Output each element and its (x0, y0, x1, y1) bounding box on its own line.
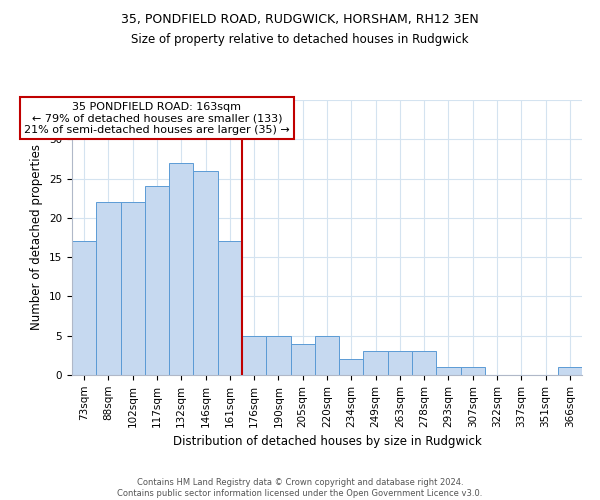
Bar (412, 352, 436, 375)
Text: 35 PONDFIELD ROAD: 163sqm
← 79% of detached houses are smaller (133)
21% of semi: 35 PONDFIELD ROAD: 163sqm ← 79% of detac… (24, 102, 290, 135)
Bar (169, 163, 193, 375)
Bar (461, 367, 485, 375)
Bar (121, 202, 145, 375)
X-axis label: Distribution of detached houses by size in Rudgwick: Distribution of detached houses by size … (173, 435, 481, 448)
Bar (388, 352, 412, 375)
Bar (266, 336, 290, 375)
Bar (558, 367, 582, 375)
Text: Size of property relative to detached houses in Rudgwick: Size of property relative to detached ho… (131, 32, 469, 46)
Text: Contains HM Land Registry data © Crown copyright and database right 2024.
Contai: Contains HM Land Registry data © Crown c… (118, 478, 482, 498)
Bar (339, 360, 364, 375)
Bar (364, 352, 388, 375)
Bar (436, 367, 461, 375)
Text: 35, PONDFIELD ROAD, RUDGWICK, HORSHAM, RH12 3EN: 35, PONDFIELD ROAD, RUDGWICK, HORSHAM, R… (121, 12, 479, 26)
Bar (290, 344, 315, 375)
Bar (145, 186, 169, 375)
Bar (242, 336, 266, 375)
Bar (218, 242, 242, 375)
Bar (193, 170, 218, 375)
Bar (96, 202, 121, 375)
Bar (72, 242, 96, 375)
Bar (315, 336, 339, 375)
Y-axis label: Number of detached properties: Number of detached properties (31, 144, 43, 330)
